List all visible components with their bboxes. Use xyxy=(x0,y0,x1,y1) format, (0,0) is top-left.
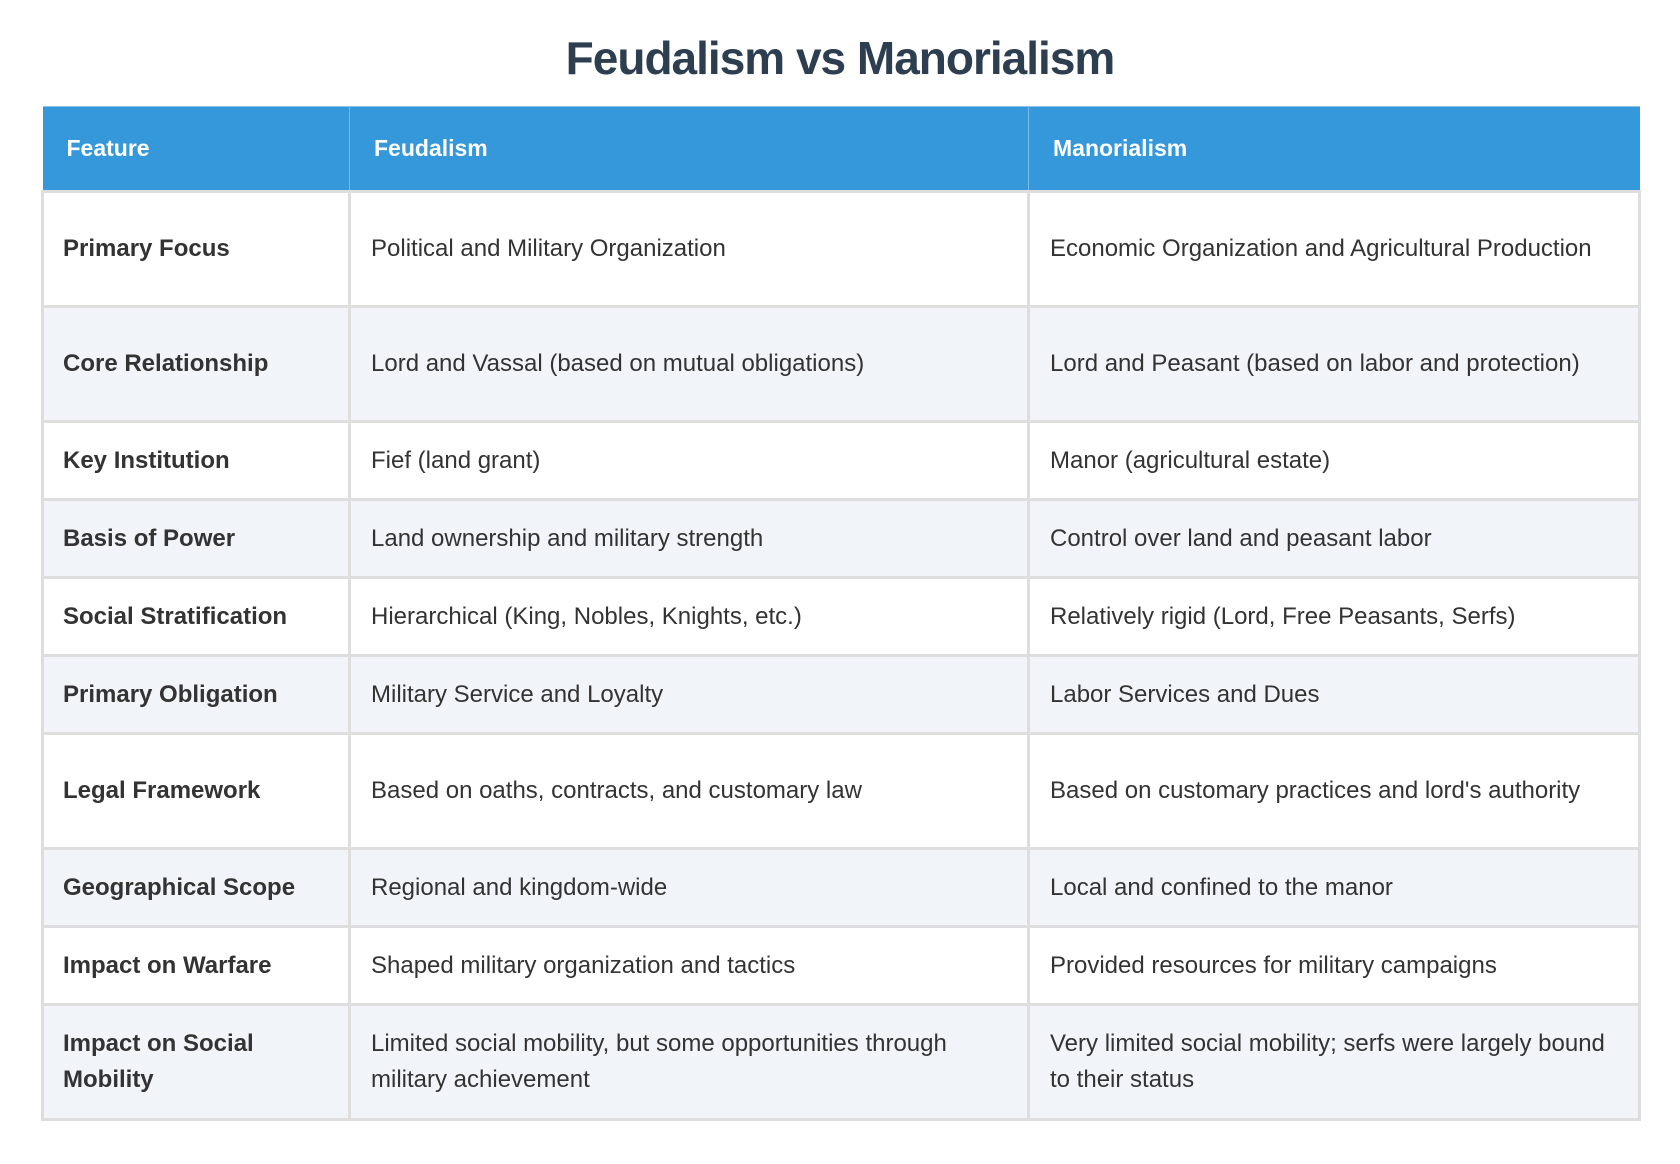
feature-cell: Primary Obligation xyxy=(41,654,351,735)
feudalism-cell: Shaped military organization and tactics xyxy=(348,925,1030,1006)
feudalism-cell: Hierarchical (King, Nobles, Knights, etc… xyxy=(348,576,1030,657)
manorialism-cell: Very limited social mobility; serfs were… xyxy=(1027,1003,1641,1121)
feature-cell: Geographical Scope xyxy=(41,847,351,928)
page-title: Feudalism vs Manorialism xyxy=(565,32,1116,84)
feature-cell: Legal Framework xyxy=(41,732,351,850)
feudalism-cell: Fief (land grant) xyxy=(348,420,1030,501)
table-row: Primary Obligation Military Service and … xyxy=(41,654,1641,735)
feudalism-cell: Based on oaths, contracts, and customary… xyxy=(348,732,1030,850)
table-row: Social Stratification Hierarchical (King… xyxy=(41,576,1641,657)
table-row: Geographical Scope Regional and kingdom-… xyxy=(41,847,1641,928)
feudalism-cell: Political and Military Organization xyxy=(348,190,1030,308)
manorialism-cell: Labor Services and Dues xyxy=(1027,654,1641,735)
table-row: Basis of Power Land ownership and milita… xyxy=(41,498,1641,579)
feudalism-cell: Lord and Vassal (based on mutual obligat… xyxy=(348,305,1030,423)
comparison-table: Feature Feudalism Manorialism Primary Fo… xyxy=(41,106,1641,1121)
feature-cell: Social Stratification xyxy=(41,576,351,657)
column-header-manorialism: Manorialism xyxy=(1028,106,1640,192)
manorialism-cell: Local and confined to the manor xyxy=(1027,847,1641,928)
table-row: Impact on Social Mobility Limited social… xyxy=(41,1003,1641,1121)
table-row: Primary Focus Political and Military Org… xyxy=(41,190,1641,308)
feature-cell: Basis of Power xyxy=(41,498,351,579)
manorialism-cell: Economic Organization and Agricultural P… xyxy=(1027,190,1641,308)
table-row: Impact on Warfare Shaped military organi… xyxy=(41,925,1641,1006)
feature-cell: Core Relationship xyxy=(41,305,351,423)
column-header-feature: Feature xyxy=(42,106,350,192)
feudalism-cell: Military Service and Loyalty xyxy=(348,654,1030,735)
table-row: Key Institution Fief (land grant) Manor … xyxy=(41,420,1641,501)
table-header-row: Feature Feudalism Manorialism xyxy=(42,106,1640,192)
feudalism-cell: Limited social mobility, but some opport… xyxy=(348,1003,1030,1121)
manorialism-cell: Manor (agricultural estate) xyxy=(1027,420,1641,501)
manorialism-cell: Lord and Peasant (based on labor and pro… xyxy=(1027,305,1641,423)
manorialism-cell: Based on customary practices and lord's … xyxy=(1027,732,1641,850)
feature-cell: Primary Focus xyxy=(41,190,351,308)
feudalism-cell: Land ownership and military strength xyxy=(348,498,1030,579)
table-row: Core Relationship Lord and Vassal (based… xyxy=(41,305,1641,423)
manorialism-cell: Control over land and peasant labor xyxy=(1027,498,1641,579)
feudalism-cell: Regional and kingdom-wide xyxy=(348,847,1030,928)
manorialism-cell: Provided resources for military campaign… xyxy=(1027,925,1641,1006)
column-header-feudalism: Feudalism xyxy=(349,106,1029,192)
feature-cell: Impact on Warfare xyxy=(41,925,351,1006)
feature-cell: Key Institution xyxy=(41,420,351,501)
feature-cell: Impact on Social Mobility xyxy=(41,1003,351,1121)
manorialism-cell: Relatively rigid (Lord, Free Peasants, S… xyxy=(1027,576,1641,657)
table-row: Legal Framework Based on oaths, contract… xyxy=(41,732,1641,850)
